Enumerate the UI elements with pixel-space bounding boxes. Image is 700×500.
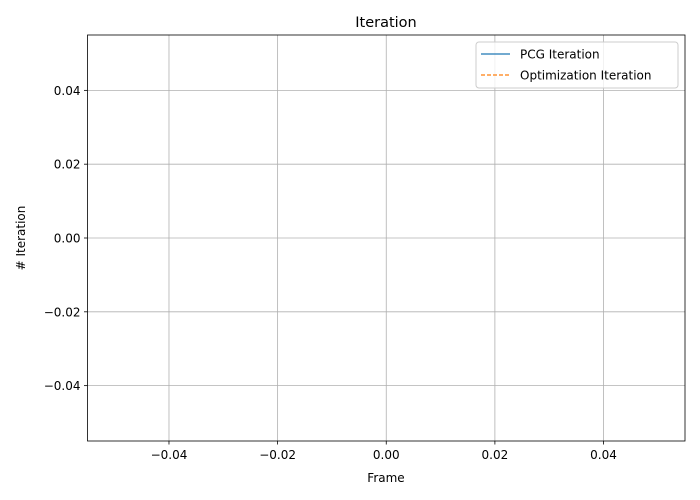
legend-label-optimization-iteration: Optimization Iteration [520,69,651,83]
x-axis-ticks: −0.04 −0.02 0.00 0.02 0.04 [151,441,617,462]
x-axis-label: Frame [367,471,404,485]
legend: PCG Iteration Optimization Iteration [475,41,679,89]
y-tick-label: −0.04 [44,379,81,393]
x-tick-label: 0.00 [373,448,400,462]
legend-box [475,41,679,89]
y-axis-ticks: −0.04 −0.02 0.00 0.02 0.04 [44,84,88,393]
legend-label-pcg-iteration: PCG Iteration [520,48,600,62]
y-tick-label: 0.02 [54,158,81,172]
y-tick-label: 0.00 [54,232,81,246]
grid [87,35,685,441]
y-tick-label: 0.04 [54,84,81,98]
x-tick-label: 0.04 [590,448,617,462]
x-tick-label: 0.02 [482,448,509,462]
y-axis-label: # Iteration [14,206,28,271]
y-tick-label: −0.02 [44,305,81,319]
chart-title: Iteration [355,15,417,31]
x-tick-label: −0.04 [151,448,188,462]
x-tick-label: −0.02 [259,448,296,462]
